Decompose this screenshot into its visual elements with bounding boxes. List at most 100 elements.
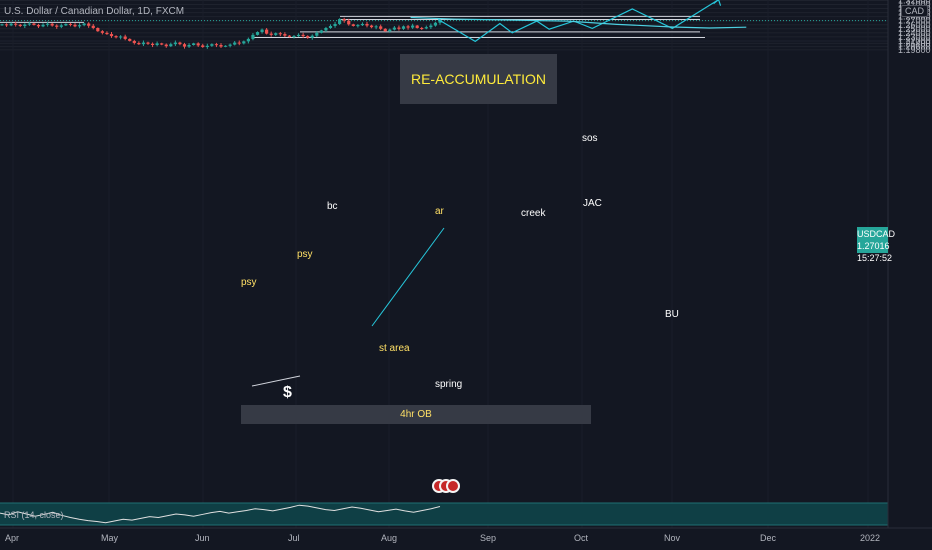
event-flag-icon[interactable] [446,479,460,493]
last-price-badge: USDCAD 1.27016 15:27:52 [857,227,895,263]
candle-body [237,42,241,44]
rsi-line [0,504,441,524]
time-tick-label: Nov [664,533,681,543]
candle-body [351,24,355,26]
time-axis[interactable]: Apr May Jun Jul Aug Sep Oct Nov Dec 2022 [0,527,932,543]
support-resistance-lines [0,15,888,387]
candle-body [278,33,282,35]
candle-body [360,23,365,26]
candle-body [301,34,305,37]
spring-trendline [251,375,301,387]
symbol-title[interactable]: U.S. Dollar / Canadian Dollar, 1D, FXCM [4,6,185,17]
chart-title-annotation: RE-ACCUMULATION [400,54,557,104]
curve-line [410,16,747,29]
time-tick-label: Jul [288,533,300,543]
candle-body [119,36,123,38]
candle-body [397,27,401,29]
candle-body [251,34,255,39]
economic-events[interactable] [432,479,460,493]
candle-body [164,44,168,47]
candle-body [187,44,191,47]
candle-body [173,42,177,45]
candle-body [338,19,342,24]
candle-body [315,32,319,36]
candle-body [27,23,31,25]
candle-body [196,43,200,46]
candle-body [14,23,18,25]
ar-trendline [371,227,445,327]
rsi-band [0,503,888,525]
time-tick-label: 2022 [860,533,880,543]
annotation-ar: ar [435,206,444,217]
time-tick-label: Jun [195,533,210,543]
candle-body [150,43,155,45]
candle-body [87,23,91,26]
candle-body [392,27,396,30]
candle-body [18,24,22,26]
candle-body [347,20,351,25]
price-tick-label: 1.22000 [898,36,931,46]
annotation-jac: JAC [583,198,602,209]
candle-body [401,26,406,29]
order-block-zone: 4hr OB [241,405,591,424]
annotation-psy-2: psy [297,249,313,260]
candle-body [233,42,237,45]
currency-badge[interactable]: CAD [901,5,929,17]
candle-body [292,36,296,38]
candle-body [77,25,82,27]
candle-body [201,45,205,48]
annotation-bc: bc [327,201,338,212]
candle-body [4,24,9,26]
candle-body [383,28,387,32]
candle-body [438,20,442,23]
time-tick-label: Sep [480,533,496,543]
candle-body [406,26,410,28]
rsi-label[interactable]: RSI (14, close) [4,510,64,520]
candle-body [169,44,173,47]
candle-body [242,41,246,44]
candle-body [214,44,219,46]
price-tick-label: 1.33000 [898,0,931,1]
candle-body [128,38,132,41]
candle-body [306,36,310,38]
candle-body [342,19,346,21]
candle-body [324,27,328,31]
candle-body [32,23,36,25]
annotation-psy-1: psy [241,277,257,288]
candle-body [105,32,109,35]
candle-body [9,23,13,26]
candle-body [424,27,428,29]
time-tick-label: Dec [760,533,777,543]
price-tick-label: 1.21400 [898,38,931,48]
price-tick-label: 1.27000 [898,16,931,26]
price-axis[interactable]: 1.330001.320001.310001.300001.290001.280… [887,0,932,528]
candle-body [274,33,278,35]
candle-body [141,42,146,45]
price-tick-label: 1.31000 [898,0,931,10]
badge-price: 1.27016 [857,241,890,251]
projection-arrowhead [713,0,722,6]
price-tick-label: 1.23000 [898,32,931,42]
time-tick-label: Oct [574,533,589,543]
time-tick-label: Apr [5,533,19,543]
candle-body [388,29,392,32]
candle-body [310,35,314,38]
candle-body [219,44,223,47]
candle-body [228,44,232,46]
candle-body [379,26,383,29]
candle-body [420,27,424,29]
candle-body [429,25,433,28]
candle-body [91,25,95,28]
candle-body [82,23,86,26]
price-tick-label: 1.26000 [898,20,931,30]
projection-path [410,0,747,43]
candlestick-series [0,17,442,49]
candle-body [223,45,228,47]
candle-body [369,25,374,28]
candle-body [255,32,260,35]
time-tick-label: Aug [381,533,397,543]
candle-body [333,23,337,26]
price-tick-label: 1.25000 [898,24,931,34]
price-tick-label: 1.24000 [898,28,931,38]
price-axis-background [888,0,932,528]
